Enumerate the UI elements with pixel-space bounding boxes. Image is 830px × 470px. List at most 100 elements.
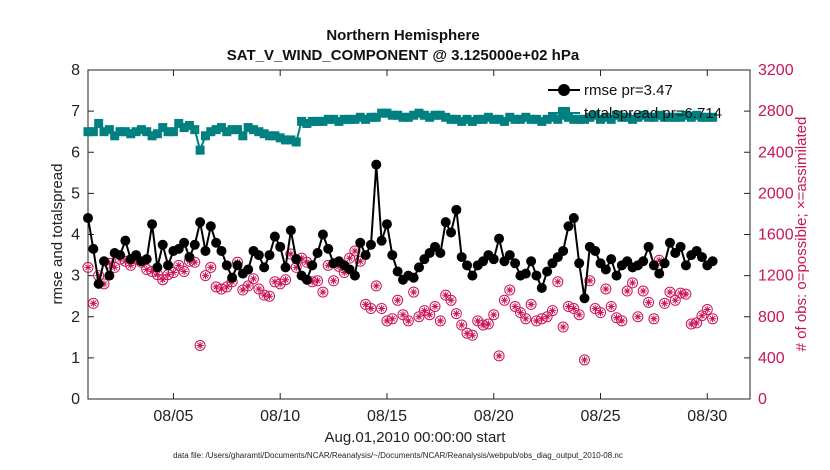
x-axis: 08/05 08/10 08/15 08/20 08/25 08/30 — [153, 70, 727, 425]
totalspread-marker — [702, 112, 712, 122]
obs-possible-marker — [205, 261, 217, 273]
rmse-marker — [408, 272, 419, 283]
obs-assimilated-marker — [420, 306, 428, 315]
totalspread-marker — [110, 131, 120, 141]
totalspread-marker — [371, 112, 381, 122]
obs-count-point — [498, 294, 510, 306]
obs-assimilated-marker — [415, 313, 423, 321]
totalspread-marker — [665, 112, 675, 122]
rmse-marker — [387, 250, 398, 261]
totalspread-marker — [339, 114, 349, 124]
x-axis-label: Aug.01,2010 00:00:00 start — [325, 429, 507, 446]
obs-assimilated-marker — [623, 287, 631, 295]
obs-count-point — [525, 298, 537, 310]
obs-assimilated-marker — [84, 263, 92, 271]
totalspread-marker — [457, 116, 467, 126]
obs-possible-marker — [643, 296, 655, 308]
totalspread-marker — [633, 112, 643, 122]
rmse-marker — [312, 248, 323, 259]
totalspread-marker — [686, 112, 696, 122]
obs-assimilated-marker — [388, 315, 396, 323]
obs-possible-marker — [429, 300, 441, 312]
obs-possible-marker — [632, 311, 644, 323]
chart-subtitle: SAT_V_WIND_COMPONENT @ 3.125000e+02 hPa — [227, 47, 580, 64]
totalspread-marker — [542, 114, 552, 124]
obs-count-point — [280, 274, 292, 286]
obs-possible-marker — [605, 300, 617, 312]
obs-assimilated-marker — [143, 265, 151, 274]
obs-count-point — [194, 340, 206, 352]
totalspread-marker — [649, 112, 659, 122]
obs-possible-marker — [178, 266, 190, 278]
right-y-tick-label: 2000 — [758, 185, 794, 202]
totalspread-marker — [403, 112, 413, 122]
rmse-marker — [323, 243, 334, 254]
totalspread-marker — [238, 131, 248, 141]
totalspread-marker — [297, 116, 307, 126]
obs-possible-marker — [466, 329, 478, 341]
rmse-marker — [590, 245, 601, 256]
obs-count-point — [173, 259, 185, 271]
obs-possible-marker — [328, 275, 340, 287]
rmse-marker — [360, 250, 371, 261]
rmse-marker — [563, 221, 574, 232]
obs-possible-marker — [344, 252, 356, 264]
totalspread-marker — [654, 110, 664, 120]
totalspread-marker — [697, 112, 707, 122]
totalspread-marker — [200, 131, 210, 141]
rmse-marker — [120, 235, 131, 246]
obs-count-point — [493, 350, 505, 362]
totalspread-marker — [590, 110, 600, 120]
obs-assimilated-marker — [201, 272, 210, 280]
obs-count-point — [514, 307, 526, 319]
obs-count-point — [488, 309, 500, 321]
right-y-tick-label: 2800 — [758, 103, 794, 120]
rmse-marker — [216, 245, 227, 256]
obs-possible-marker — [424, 309, 436, 321]
totalspread-marker — [232, 125, 242, 135]
obs-count-point — [386, 313, 398, 325]
obs-possible-marker — [87, 297, 99, 309]
totalspread-marker — [184, 121, 194, 131]
rmse-marker — [707, 256, 718, 267]
rmse-marker — [659, 258, 670, 269]
obs-count-point — [637, 285, 649, 297]
obs-assimilated-marker — [442, 291, 450, 299]
obs-count-point — [365, 303, 377, 315]
left-y-tick-label: 7 — [71, 103, 80, 120]
obs-assimilated-marker — [570, 304, 578, 313]
obs-assimilated-marker — [431, 302, 439, 311]
obs-possible-marker — [627, 277, 639, 289]
left-y-tick-label: 6 — [71, 144, 80, 161]
totalspread-marker — [547, 112, 557, 122]
totalspread-marker — [601, 112, 611, 122]
totalspread-marker — [152, 129, 162, 139]
obs-count-point — [392, 294, 404, 306]
obs-count-point — [242, 280, 254, 292]
obs-count-series — [82, 245, 719, 366]
rmse-marker — [648, 260, 659, 271]
obs-assimilated-marker — [212, 283, 220, 291]
totalspread-marker — [334, 116, 344, 126]
obs-assimilated-marker — [452, 310, 460, 318]
obs-possible-marker — [402, 315, 414, 327]
rmse-marker — [376, 235, 387, 246]
obs-assimilated-marker — [313, 277, 322, 285]
obs-count-point — [627, 277, 639, 289]
obs-assimilated-marker — [239, 286, 247, 294]
obs-assimilated-marker — [463, 329, 471, 337]
obs-assimilated-marker — [244, 282, 252, 290]
obs-assimilated-marker — [490, 311, 498, 319]
totalspread-marker — [291, 137, 301, 147]
obs-assimilated-marker — [169, 268, 178, 277]
obs-count-point — [253, 283, 265, 295]
left-y-tick-label: 5 — [71, 185, 80, 202]
obs-count-point — [605, 300, 617, 312]
totalspread-marker — [409, 110, 419, 120]
rmse-series — [83, 159, 718, 304]
totalspread-marker — [323, 114, 333, 124]
obs-possible-marker — [82, 261, 94, 273]
rmse-marker — [221, 260, 232, 271]
obs-count-point — [701, 304, 713, 316]
obs-count-point — [434, 315, 446, 327]
